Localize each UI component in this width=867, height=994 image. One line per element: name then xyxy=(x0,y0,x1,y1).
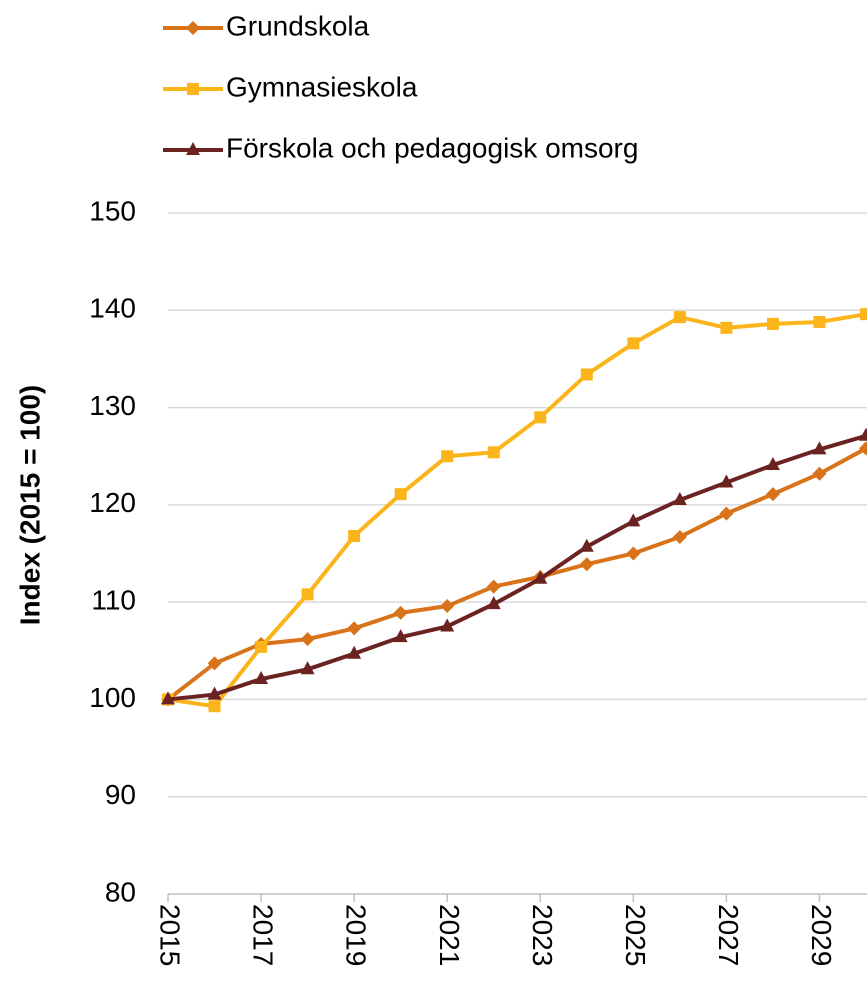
point xyxy=(580,368,593,381)
y-tick-label: 140 xyxy=(89,293,136,324)
point xyxy=(300,632,315,647)
point xyxy=(533,570,548,584)
point xyxy=(300,661,315,675)
x-tick-label: 2017 xyxy=(248,904,279,966)
point xyxy=(348,529,361,542)
y-tick-label: 150 xyxy=(89,195,136,226)
point xyxy=(765,487,780,502)
point xyxy=(626,546,641,561)
y-tick-label: 120 xyxy=(89,487,136,518)
point xyxy=(347,645,362,659)
point xyxy=(673,311,686,324)
point xyxy=(579,557,594,572)
point xyxy=(813,315,826,328)
line xyxy=(167,312,867,709)
y-tick-label: 130 xyxy=(89,390,136,421)
point xyxy=(394,488,407,501)
point xyxy=(627,337,640,350)
point xyxy=(672,529,687,544)
point xyxy=(765,456,780,470)
point xyxy=(534,411,547,424)
point xyxy=(672,491,687,505)
x-tick-label: 2021 xyxy=(434,904,465,966)
point xyxy=(579,538,594,552)
y-tick-label: 100 xyxy=(89,682,136,713)
legend-label: Grundskola xyxy=(226,10,370,41)
point xyxy=(186,21,200,35)
point xyxy=(440,618,455,632)
point xyxy=(440,599,455,614)
series xyxy=(161,427,867,705)
point xyxy=(161,691,175,705)
y-tick-label: 110 xyxy=(91,585,136,616)
legend-label: Förskola och pedagogisk omsorg xyxy=(226,132,638,163)
series xyxy=(161,441,867,707)
point xyxy=(487,446,500,459)
y-axis-label: Index (2015 = 100) xyxy=(14,385,45,625)
point xyxy=(207,656,222,671)
point xyxy=(766,317,779,330)
point xyxy=(719,506,734,521)
line xyxy=(167,433,867,702)
point xyxy=(187,83,199,95)
point xyxy=(486,596,501,610)
line xyxy=(166,446,867,702)
point xyxy=(254,670,269,684)
legend-label: Gymnasieskola xyxy=(226,71,418,102)
point xyxy=(860,308,867,321)
x-tick-label: 2019 xyxy=(341,904,372,966)
point xyxy=(441,450,454,463)
point xyxy=(859,427,867,441)
point xyxy=(393,629,408,643)
x-tick-label: 2025 xyxy=(620,904,651,966)
point xyxy=(208,700,221,713)
x-tick-label: 2015 xyxy=(155,904,186,966)
point xyxy=(720,321,733,334)
point xyxy=(207,686,222,700)
point xyxy=(347,621,362,636)
point xyxy=(186,142,200,155)
point xyxy=(301,588,314,601)
y-tick-label: 90 xyxy=(105,779,136,810)
x-tick-label: 2029 xyxy=(806,904,837,966)
x-tick-label: 2027 xyxy=(713,904,744,966)
point xyxy=(626,513,641,527)
point xyxy=(859,441,867,456)
point xyxy=(486,579,501,594)
point xyxy=(812,441,827,455)
point xyxy=(812,466,827,481)
point xyxy=(255,640,268,653)
point xyxy=(393,605,408,620)
point xyxy=(719,474,734,488)
x-tick-label: 2023 xyxy=(527,904,558,966)
series xyxy=(162,308,867,713)
y-tick-label: 80 xyxy=(105,876,136,907)
